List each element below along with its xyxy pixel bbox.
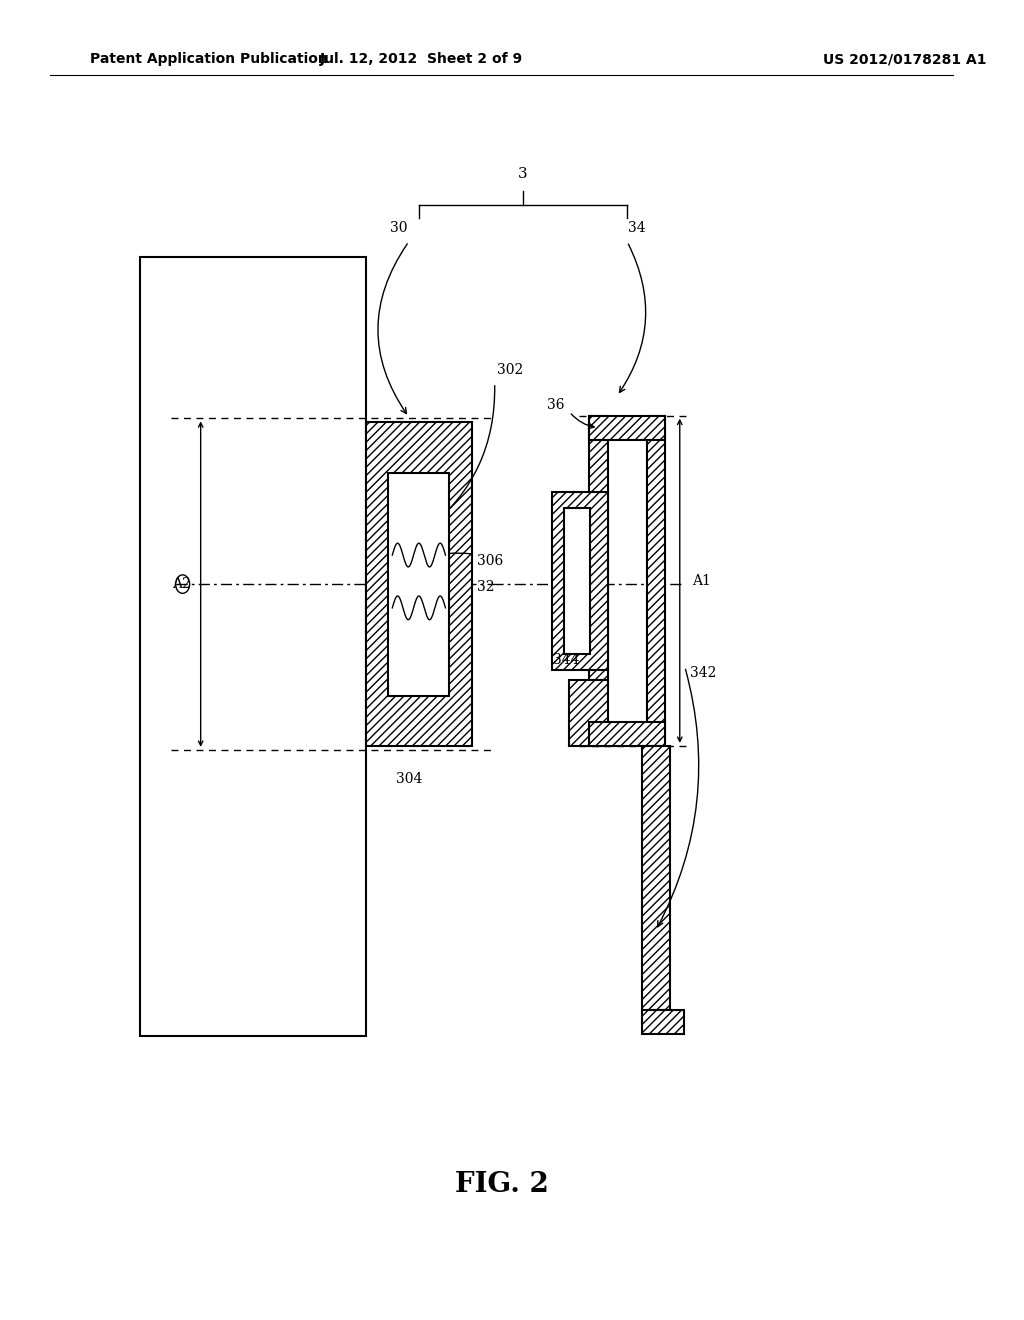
Text: FIG. 2: FIG. 2 <box>455 1171 549 1197</box>
Text: Patent Application Publication: Patent Application Publication <box>90 53 328 66</box>
Text: 342: 342 <box>690 667 716 680</box>
Text: 344: 344 <box>553 653 580 667</box>
Bar <box>642 1010 684 1034</box>
Text: 32: 32 <box>476 581 495 594</box>
Bar <box>388 473 450 696</box>
Bar <box>569 680 607 746</box>
Text: 34: 34 <box>629 222 646 235</box>
Bar <box>590 722 665 746</box>
Text: US 2012/0178281 A1: US 2012/0178281 A1 <box>822 53 986 66</box>
Text: 302: 302 <box>497 363 523 376</box>
Text: Jul. 12, 2012  Sheet 2 of 9: Jul. 12, 2012 Sheet 2 of 9 <box>319 53 523 66</box>
Text: 30: 30 <box>390 222 408 235</box>
Bar <box>642 746 670 1010</box>
Bar <box>140 257 367 1036</box>
Bar <box>552 492 607 671</box>
Bar <box>647 416 665 997</box>
Text: A2: A2 <box>172 577 190 591</box>
Bar <box>590 416 665 440</box>
Text: A1: A1 <box>692 574 711 587</box>
Text: 36: 36 <box>547 399 564 412</box>
Text: 304: 304 <box>395 772 422 787</box>
Bar <box>367 422 472 746</box>
Text: 306: 306 <box>476 554 503 568</box>
Text: 3: 3 <box>518 166 527 181</box>
Bar <box>590 416 607 680</box>
Bar <box>564 508 591 655</box>
